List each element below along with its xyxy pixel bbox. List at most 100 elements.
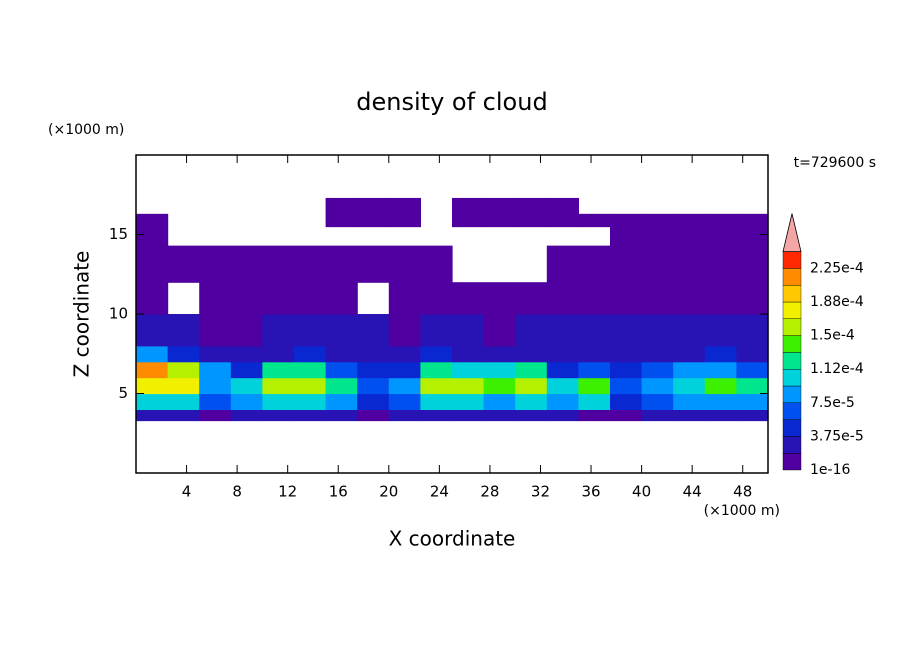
contour-cell [673, 377, 706, 395]
x-tick-label: 28 [480, 483, 499, 501]
contour-cell [483, 361, 516, 379]
contour-cell [325, 197, 358, 215]
colorbar-label: 1e-16 [810, 462, 850, 478]
contour-cell [578, 213, 611, 228]
contour-cell [167, 409, 200, 422]
contour-cell [452, 377, 485, 395]
contour-cell [357, 314, 390, 347]
contour-cell [736, 345, 769, 363]
contour-cell [641, 409, 674, 422]
contour-cell [641, 245, 674, 283]
x-unit: (×1000 m) [704, 503, 780, 519]
contour-cell [230, 393, 263, 410]
contour-cell [515, 377, 548, 395]
contour-cell [673, 409, 706, 422]
contour-cell [167, 245, 200, 283]
contour-cell [325, 213, 358, 228]
contour-cell [610, 245, 643, 283]
contour-cell [452, 361, 485, 379]
contour-cell [578, 345, 611, 363]
colorbar-band [782, 419, 802, 437]
contour-cell [578, 361, 611, 379]
colorbar-band [782, 453, 802, 471]
contour-cell [641, 314, 674, 347]
colorbar-band [782, 385, 802, 403]
contour-cell [546, 213, 579, 228]
contour-cell [736, 245, 769, 283]
colorbar-band [782, 402, 802, 420]
contour-cell [420, 409, 453, 422]
contour-cell [483, 345, 516, 363]
colorbar-band [782, 301, 802, 319]
contour-cell [167, 361, 200, 379]
contour-cell [388, 282, 421, 315]
contour-cell [673, 345, 706, 363]
contour-cell [673, 245, 706, 283]
x-tick-label: 8 [232, 483, 242, 501]
contour-cell [262, 377, 295, 395]
contour-cell [736, 377, 769, 395]
contour-cell [357, 393, 390, 410]
contour-cell [357, 345, 390, 363]
y-tick-label: 5 [118, 384, 128, 402]
contour-cell [199, 393, 232, 410]
contour-cell [199, 245, 232, 283]
contour-cell [136, 377, 169, 395]
contour-cell [388, 361, 421, 379]
contour-cell [357, 361, 390, 379]
contour-cell [230, 361, 263, 379]
y-unit: (×1000 m) [48, 122, 124, 138]
contour-cell [167, 314, 200, 347]
contour-cell [388, 245, 421, 283]
contour-cell [704, 377, 737, 395]
contour-cell [704, 361, 737, 379]
colorbar-band [782, 335, 802, 353]
contour-cell [199, 409, 232, 422]
contour-cell [483, 314, 516, 347]
contour-cell [325, 361, 358, 379]
colorbar-label: 7.5e-5 [810, 395, 855, 411]
contour-cell [294, 393, 327, 410]
contour-cell [452, 345, 485, 363]
contour-cell [325, 409, 358, 422]
contour-cell [230, 377, 263, 395]
contour-cell [641, 282, 674, 315]
contour-cell [736, 282, 769, 315]
contour-cell [136, 282, 169, 315]
contour-cell [704, 245, 737, 283]
contour-cell [515, 345, 548, 363]
contour-cell [483, 282, 516, 315]
contour-cell [136, 409, 169, 422]
contour-cell [357, 213, 390, 228]
contour-cell [452, 393, 485, 410]
contour-cell [673, 213, 706, 228]
x-tick-label: 20 [379, 483, 398, 501]
x-tick-label: 48 [733, 483, 752, 501]
x-tick-label: 32 [531, 483, 550, 501]
contour-cell [136, 245, 169, 283]
contour-cell [704, 314, 737, 347]
contour-cell [199, 345, 232, 363]
contour-cell [357, 197, 390, 215]
contour-cell [736, 314, 769, 347]
contour-cell [325, 245, 358, 283]
contour-cell [673, 314, 706, 347]
contour-cell [578, 393, 611, 410]
contour-cell [325, 377, 358, 395]
contour-cell [704, 393, 737, 410]
contour-cell [262, 361, 295, 379]
y-axis-label: Z coordinate [70, 251, 94, 378]
contour-cell [136, 226, 169, 247]
x-tick-label: 4 [182, 483, 192, 501]
contour-cell [199, 314, 232, 347]
y-tick-label: 15 [109, 225, 128, 243]
contour-cell [420, 314, 453, 347]
contour-cell [294, 377, 327, 395]
contour-cell [578, 314, 611, 347]
colorbar-band [782, 352, 802, 370]
contour-cell [546, 282, 579, 315]
contour-cell [673, 361, 706, 379]
contour-cell [262, 409, 295, 422]
contour-cell [230, 314, 263, 347]
colorbar-label: 1.5e-4 [810, 328, 855, 344]
